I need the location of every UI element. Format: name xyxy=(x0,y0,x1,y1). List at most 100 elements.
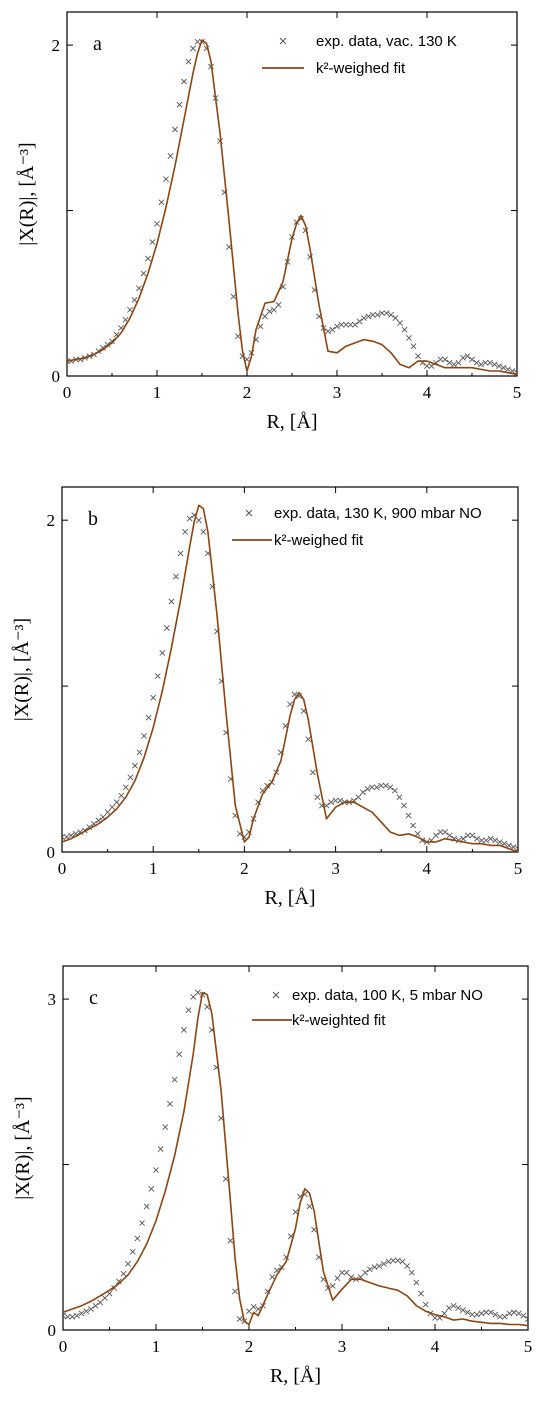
data-point xyxy=(460,354,466,361)
data-point xyxy=(473,1311,480,1318)
data-point xyxy=(92,1302,99,1309)
data-point xyxy=(364,786,371,792)
data-point xyxy=(171,1076,178,1083)
data-point xyxy=(328,799,334,806)
x-tick-label: 2 xyxy=(245,1337,254,1356)
data-point xyxy=(157,1146,164,1153)
x-tick-label: 0 xyxy=(63,383,72,402)
data-point xyxy=(492,1311,499,1318)
data-point xyxy=(181,78,187,85)
data-point xyxy=(492,837,499,844)
data-point xyxy=(150,694,157,701)
data-point xyxy=(83,1308,90,1315)
data-point xyxy=(264,782,271,789)
data-point xyxy=(370,311,376,318)
data-point xyxy=(275,301,282,308)
panel-label: b xyxy=(88,508,98,530)
panel-label: c xyxy=(89,987,98,1009)
data-point xyxy=(446,832,453,839)
data-point xyxy=(136,749,143,756)
data-point xyxy=(63,1312,66,1319)
x-tick-label: 3 xyxy=(331,859,340,878)
data-point xyxy=(369,784,375,791)
data-point xyxy=(173,573,179,580)
data-point xyxy=(195,517,202,524)
data-markers xyxy=(63,989,528,1325)
data-point xyxy=(230,293,237,300)
data-point xyxy=(134,1235,141,1242)
data-point xyxy=(63,834,70,840)
data-point xyxy=(422,1301,429,1308)
data-point xyxy=(176,101,183,108)
data-point xyxy=(287,701,293,708)
data-point xyxy=(149,239,156,245)
x-tick-label: 2 xyxy=(240,859,249,878)
data-point xyxy=(397,320,403,326)
x-tick-label: 5 xyxy=(514,859,523,878)
data-point xyxy=(373,784,380,791)
data-point xyxy=(496,363,502,369)
data-point xyxy=(325,328,331,335)
data-point xyxy=(356,318,363,325)
data-point xyxy=(338,321,345,328)
data-point xyxy=(190,993,197,1000)
data-point xyxy=(473,359,480,366)
data-point xyxy=(154,220,160,227)
data-point xyxy=(343,321,349,328)
data-point xyxy=(487,359,493,366)
data-point xyxy=(139,1220,145,1226)
x-tick-label: 1 xyxy=(152,1337,161,1356)
data-point xyxy=(143,1203,150,1210)
data-point xyxy=(180,1027,187,1033)
data-point xyxy=(271,306,277,313)
data-point xyxy=(109,804,116,811)
data-point xyxy=(446,359,453,366)
data-point xyxy=(510,844,517,850)
data-point xyxy=(360,789,366,796)
chart-panel-b: 0 1 2 3 4 5 0 2 R, [Å] |X(R)|, [Å⁻³] b exp. data, 1… xyxy=(11,486,523,909)
data-point xyxy=(329,326,336,333)
data-point xyxy=(483,837,489,844)
data-point xyxy=(314,794,321,801)
data-point xyxy=(482,359,489,366)
data-point xyxy=(428,363,435,369)
data-point xyxy=(118,792,125,799)
data-point xyxy=(343,1269,350,1276)
data-point xyxy=(410,343,417,350)
data-point xyxy=(227,1237,234,1244)
data-point xyxy=(441,1310,448,1317)
data-point xyxy=(141,732,147,739)
data-point xyxy=(515,845,518,852)
x-tick-label: 3 xyxy=(333,383,342,402)
legend-label-data: exp. data, 100 K, 5 mbar NO xyxy=(292,987,483,1004)
data-point xyxy=(309,769,316,776)
data-point xyxy=(182,528,189,535)
data-point xyxy=(262,313,268,320)
x-tick-label: 3 xyxy=(338,1337,347,1356)
data-point xyxy=(87,1306,94,1312)
data-point xyxy=(78,1310,85,1317)
legend: exp. data, 100 K, 5 mbar NO k²-weighted f… xyxy=(252,987,483,1029)
data-point xyxy=(446,1305,452,1311)
legend: exp. data, vac. 130 K k²-weighed fit xyxy=(262,33,457,77)
data-point xyxy=(460,835,467,842)
data-point xyxy=(347,321,354,328)
data-point xyxy=(185,58,192,65)
data-point xyxy=(329,1282,336,1289)
data-point xyxy=(515,1310,522,1317)
data-point xyxy=(464,832,471,839)
x-tick-label: 2 xyxy=(243,383,252,402)
data-point xyxy=(501,1313,508,1320)
data-point xyxy=(455,1305,462,1311)
y-tick-label: 2 xyxy=(47,511,56,530)
data-point xyxy=(332,797,339,804)
data-point xyxy=(464,353,471,360)
data-point xyxy=(469,832,476,839)
data-point xyxy=(222,1175,229,1182)
legend-label-data: exp. data, vac. 130 K xyxy=(316,33,457,50)
data-point xyxy=(469,1311,476,1318)
data-point xyxy=(67,358,70,365)
data-point xyxy=(401,802,407,809)
data-point xyxy=(104,341,111,348)
